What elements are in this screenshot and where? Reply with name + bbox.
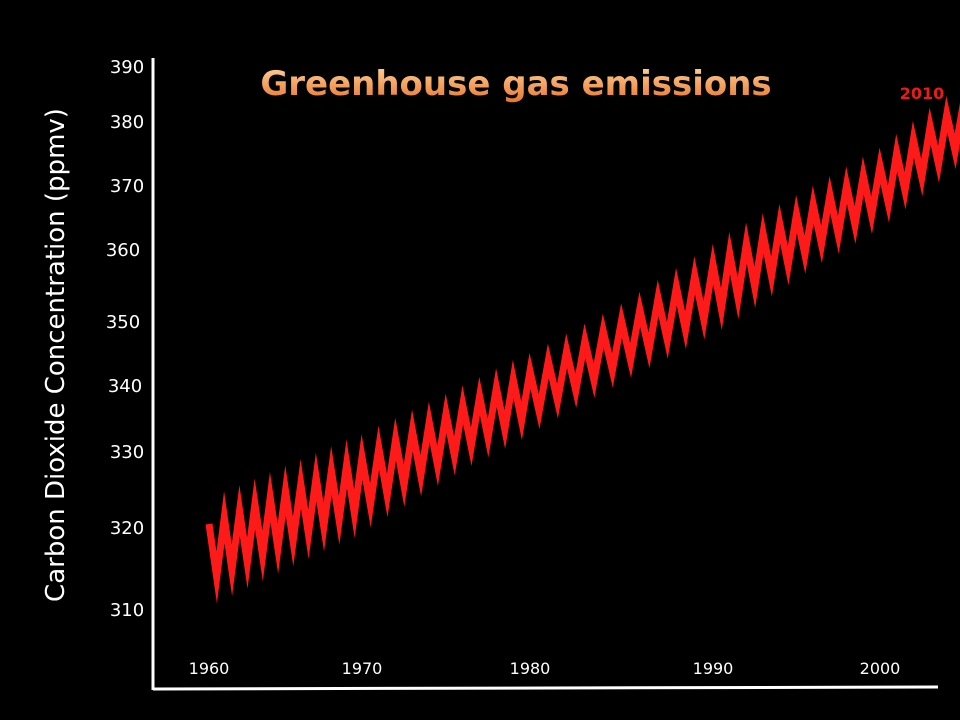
y-tick-labels: 390 380 370 360 350 340 330 320 310 xyxy=(106,57,144,621)
y-tick-label: 360 xyxy=(106,240,140,261)
x-tick-label: 1970 xyxy=(342,659,383,678)
y-axis-label: Carbon Dioxide Concentration (ppmv) xyxy=(41,108,71,602)
co2-series-line xyxy=(205,95,960,604)
x-axis xyxy=(152,685,939,691)
series-layer xyxy=(205,95,960,604)
x-tick-labels: 1960 1970 1980 1990 2000 xyxy=(189,659,901,678)
x-tick-label: 1990 xyxy=(693,659,734,678)
x-tick-label: 2000 xyxy=(860,659,901,678)
y-tick-label: 380 xyxy=(110,112,144,133)
y-tick-label: 370 xyxy=(110,176,144,197)
y-tick-label: 330 xyxy=(110,442,144,463)
y-tick-label: 350 xyxy=(106,312,140,333)
chart-title: Greenhouse gas emissions xyxy=(260,64,771,104)
x-tick-label: 1960 xyxy=(189,659,230,678)
end-year-label: 2010 xyxy=(900,84,945,103)
y-tick-label: 340 xyxy=(108,376,142,397)
x-tick-label: 1980 xyxy=(510,659,551,678)
y-tick-label: 320 xyxy=(110,518,144,539)
y-tick-label: 390 xyxy=(110,57,144,78)
y-tick-label: 310 xyxy=(110,600,144,621)
